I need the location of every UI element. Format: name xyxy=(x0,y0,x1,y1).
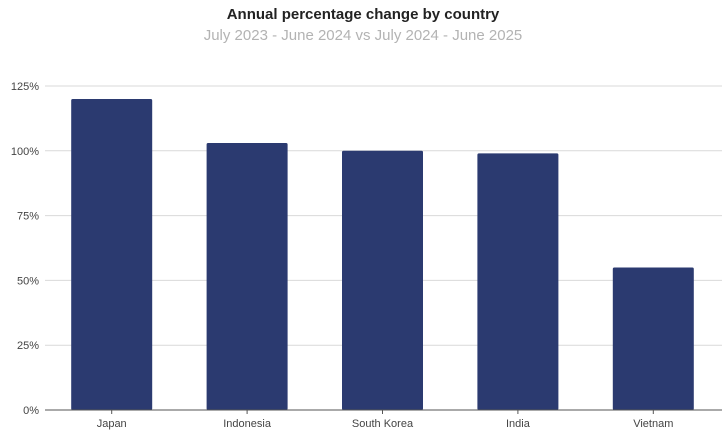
y-tick-label: 100% xyxy=(11,146,39,158)
y-tick-label: 50% xyxy=(17,275,39,287)
chart-subtitle: July 2023 - June 2024 vs July 2024 - Jun… xyxy=(203,27,523,44)
x-tick-label: Japan xyxy=(97,418,127,430)
bar-japan xyxy=(71,98,153,411)
bar-india xyxy=(477,153,559,410)
y-tick-label: 75% xyxy=(17,211,39,223)
bar-south-korea xyxy=(342,150,423,411)
x-tick-label: Vietnam xyxy=(633,418,673,430)
x-axis-ticks: Japan Indonesia South Korea India Vietnam xyxy=(97,410,673,430)
bar-indonesia xyxy=(206,143,288,411)
y-tick-label: 0% xyxy=(23,405,39,417)
x-tick-label: India xyxy=(506,418,531,430)
x-tick-label: South Korea xyxy=(352,418,414,430)
y-tick-label: 25% xyxy=(17,340,39,352)
bar-vietnam xyxy=(612,267,694,410)
x-tick-label: Indonesia xyxy=(223,418,272,430)
chart-title: Annual percentage change by country xyxy=(226,6,500,23)
bars xyxy=(71,98,694,411)
y-axis-ticks: 0% 25% 50% 75% 100% 125% xyxy=(11,81,39,417)
y-tick-label: 125% xyxy=(11,81,39,93)
